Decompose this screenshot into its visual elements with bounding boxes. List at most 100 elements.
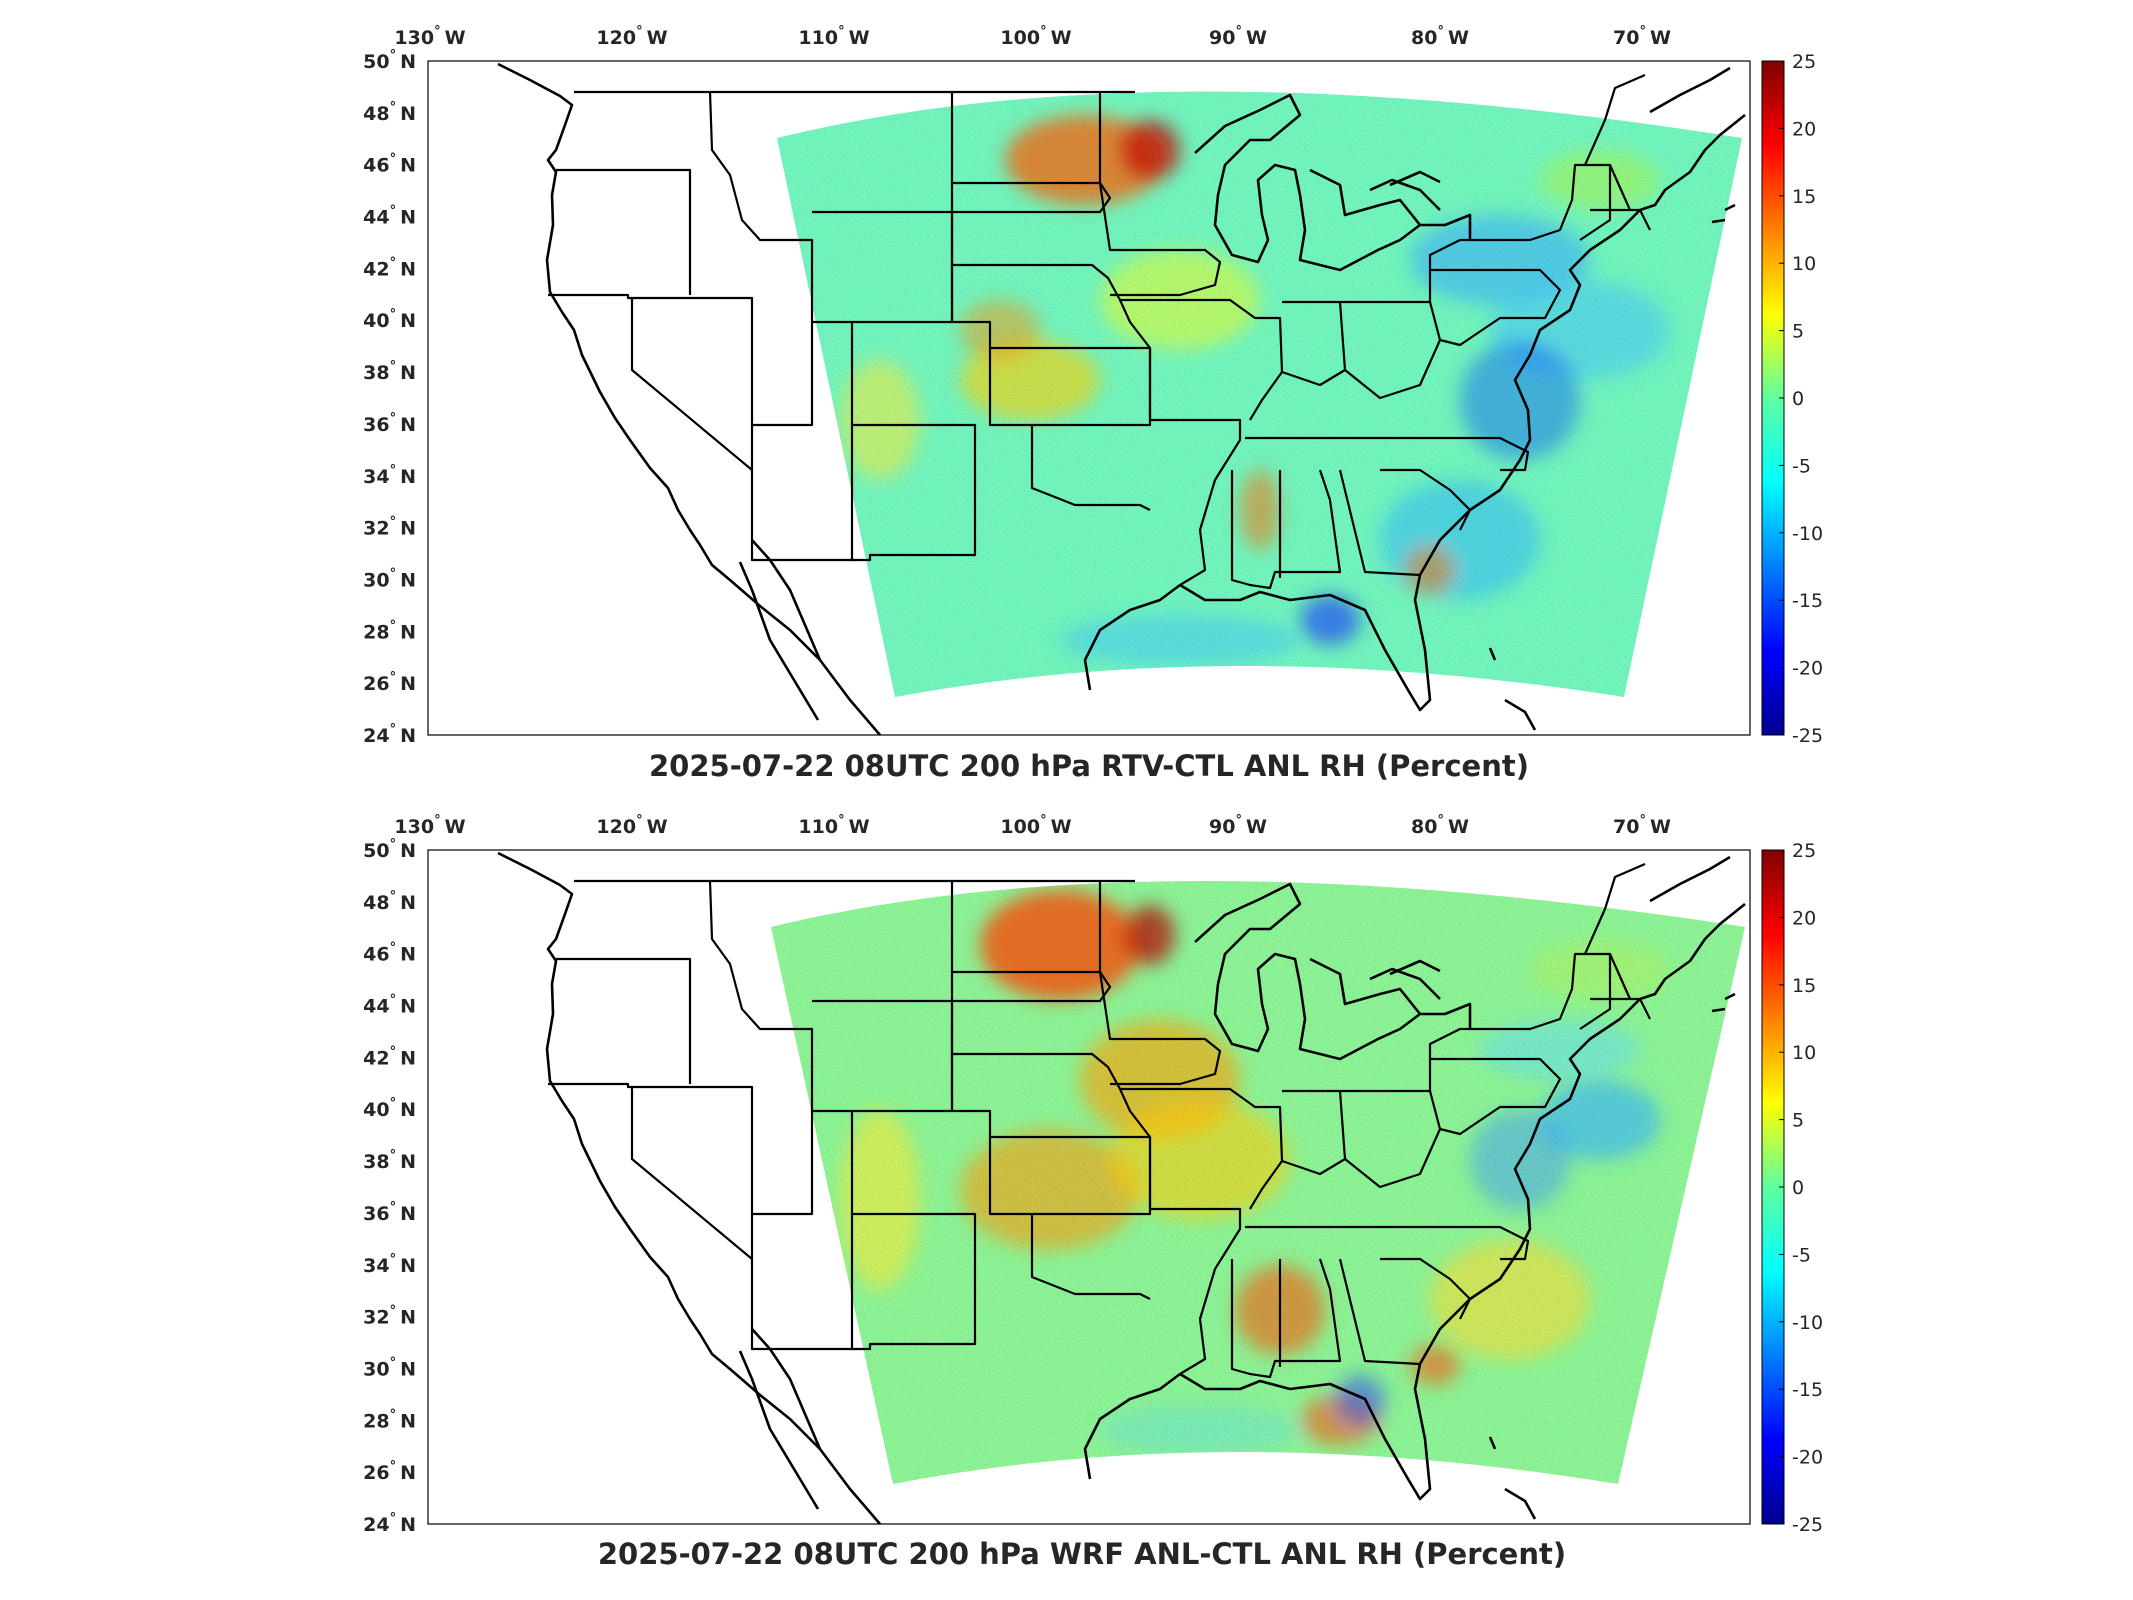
colorbar-tick-label: -5 <box>1792 455 1811 477</box>
georgia-border <box>1278 1258 1421 1367</box>
lat-tick-label: 40° N <box>363 1096 416 1121</box>
ohio-border <box>1340 300 1442 400</box>
dakotas-border <box>952 970 1112 1003</box>
bahamas <box>1488 1436 1537 1520</box>
map-panel-rtv: 130° W 120° W 110° W 100° W 90° W 80° W 70° W 50° N 48°… <box>363 24 1823 783</box>
texas-oklahoma-border <box>1030 425 1151 511</box>
idaho-montana-border <box>708 91 814 322</box>
lat-tick-label: 34° N <box>363 463 416 488</box>
arizona-newmexico-border <box>850 322 977 562</box>
lat-tick-label: 42° N <box>363 1044 416 1069</box>
mississippi-alabama-border <box>1230 469 1342 590</box>
colorbar-tick-label: 5 <box>1792 321 1804 343</box>
lat-tick-label: 24° N <box>363 1511 416 1536</box>
lake-huron <box>1309 957 1422 1015</box>
lon-tick-label: 120° W <box>596 24 667 49</box>
colorbar-tick-label: 0 <box>1792 388 1804 410</box>
lat-tick-label: 32° N <box>363 1304 416 1329</box>
plains-states-border <box>952 263 1242 586</box>
mississippi-alabama-border <box>1230 1258 1342 1379</box>
colorbar-tick-label: 20 <box>1792 118 1816 140</box>
great-lakes-outline <box>1194 93 1472 272</box>
colorbar-tick-label: 25 <box>1792 51 1816 73</box>
lat-tick-label: 44° N <box>363 993 416 1018</box>
dakotas-border <box>952 181 1112 214</box>
lat-tick-label: 28° N <box>363 1407 416 1432</box>
colorbar-tick-label: -15 <box>1792 1379 1823 1401</box>
minnesota-iowa-border <box>1098 92 1222 297</box>
lon-tick-label: 100° W <box>1000 24 1071 49</box>
lat-tick-label: 46° N <box>363 941 416 966</box>
lat-tick-label: 28° N <box>363 618 416 643</box>
colorbar-tick-label: 5 <box>1792 1110 1804 1132</box>
colorbar-tick-label: -15 <box>1792 590 1823 612</box>
pennsylvania-border <box>1428 1057 1562 1136</box>
colorbar-tick-label: 15 <box>1792 975 1816 997</box>
colorbar-tick-labels: 25 20 15 10 5 0 -5 -10 -15 -20 -25 <box>1779 51 1823 747</box>
georgia-border <box>1278 469 1421 578</box>
lon-tick-label: 110° W <box>798 813 869 838</box>
panel-title: 2025-07-22 08UTC 200 hPa RTV-CTL ANL RH … <box>649 749 1529 783</box>
lat-tick-label: 32° N <box>363 515 416 540</box>
colorbar-tick-label: 20 <box>1792 907 1816 929</box>
sc-border <box>1380 1257 1472 1320</box>
gulf-of-california <box>751 1328 822 1450</box>
lon-tick-label: 130° W <box>394 813 465 838</box>
lat-tick-label: 38° N <box>363 1148 416 1173</box>
gulf-of-california <box>751 539 822 661</box>
colorbar-tick-label: 0 <box>1792 1177 1804 1199</box>
lon-tick-label: 80° W <box>1411 813 1469 838</box>
colorbar-tick-label: 15 <box>1792 186 1816 208</box>
colorbar-tick-label: 25 <box>1792 840 1816 862</box>
lon-tick-label: 100° W <box>1000 813 1071 838</box>
bahamas <box>1488 647 1537 731</box>
lon-tick-labels: 130° W 120° W 110° W 100° W 90° W 80° W 70° W <box>394 813 1671 838</box>
lon-tick-label: 130° W <box>394 24 465 49</box>
colorbar-tick-label: -10 <box>1792 1312 1823 1334</box>
wyoming-utah-border <box>752 999 954 1216</box>
colorbar-tick-label: -25 <box>1792 1514 1823 1536</box>
lat-tick-label: 36° N <box>363 1200 416 1225</box>
georgian-bay <box>1369 170 1441 211</box>
arizona-newmexico-border <box>850 1111 977 1351</box>
colorbar-tick-label: 10 <box>1792 253 1816 275</box>
pacific-coastline <box>497 851 881 1525</box>
pacific-coastline <box>497 62 881 736</box>
tennessee-nc-border <box>1245 1225 1530 1261</box>
lat-tick-label: 48° N <box>363 100 416 125</box>
colorbar-tick-label: 10 <box>1792 1042 1816 1064</box>
map-borders <box>497 62 1746 736</box>
lat-tick-label: 44° N <box>363 204 416 229</box>
lake-huron <box>1309 168 1422 226</box>
oregon-idaho-border <box>556 168 692 295</box>
lat-tick-label: 40° N <box>363 307 416 332</box>
lat-tick-labels: 50° N 48° N 46° N 44° N 42° N 40° N 38° N 36° N 34° N 32° N… <box>363 48 416 747</box>
nevada-border <box>630 298 753 471</box>
plains-states-border <box>952 1052 1242 1375</box>
canada-coast <box>1649 66 1736 224</box>
lat-tick-label: 30° N <box>363 566 416 591</box>
georgian-bay <box>1369 959 1441 1000</box>
california-nevada-border <box>548 293 855 562</box>
lon-tick-label: 90° W <box>1209 813 1267 838</box>
nevada-border <box>630 1087 753 1260</box>
colorbar-tick-label: -5 <box>1792 1244 1811 1266</box>
lon-tick-label: 70° W <box>1613 24 1671 49</box>
lat-tick-label: 26° N <box>363 670 416 695</box>
new-york-border <box>1428 163 1612 270</box>
lat-tick-labels: 50° N 48° N 46° N 44° N 42° N 40° N 38° N 36° N 34° N 32° N… <box>363 837 416 1536</box>
tennessee-nc-border <box>1245 436 1530 472</box>
panel-title: 2025-07-22 08UTC 200 hPa WRF ANL-CTL ANL… <box>598 1537 1566 1571</box>
lat-tick-label: 42° N <box>363 255 416 280</box>
map-frame <box>427 849 1751 1525</box>
map-frame <box>427 60 1751 736</box>
oregon-idaho-border <box>556 957 692 1084</box>
lat-tick-label: 34° N <box>363 1252 416 1277</box>
new-york-border <box>1428 952 1612 1059</box>
iowa-missouri-illinois-border <box>1120 1087 1284 1210</box>
lon-tick-label: 80° W <box>1411 24 1469 49</box>
lat-tick-label: 38° N <box>363 359 416 384</box>
colorbar-tick-label: -10 <box>1792 523 1823 545</box>
colorbar-tick-labels: 25 20 15 10 5 0 -5 -10 -15 -20 -25 <box>1779 840 1823 1536</box>
